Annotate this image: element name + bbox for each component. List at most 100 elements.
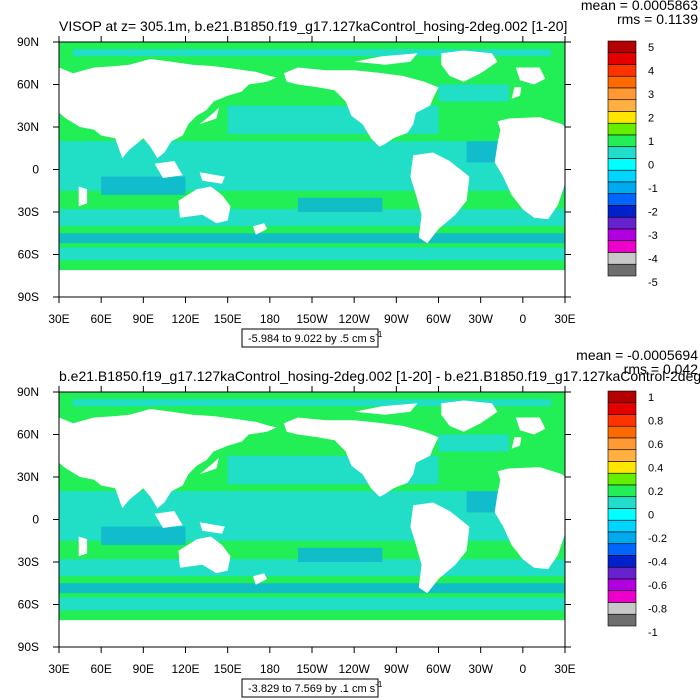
colorbar-swatch [607, 111, 637, 124]
x-tick-label: 60E [90, 312, 111, 326]
colorbar-swatch [607, 87, 637, 101]
anomaly-band [438, 434, 509, 452]
range-label-box [241, 328, 379, 348]
colorbar-label: 0.8 [648, 415, 663, 427]
colorbar-swatch [607, 52, 637, 65]
colorbar-label: 3 [648, 89, 654, 101]
range-label: -5.984 to 9.022 by .5 cm s-1 [248, 330, 383, 345]
x-tick-label: 180 [260, 662, 280, 676]
anomaly-band [59, 583, 565, 594]
land-mass [78, 536, 88, 557]
colorbar-swatch [607, 414, 637, 427]
chart-title: b.e21.B1850.f19_g17.127kaControl_hosing-… [59, 368, 700, 384]
mean-stat: mean = 0.0005863 [581, 0, 698, 13]
colorbar-swatch [607, 216, 637, 230]
map-panel-1: 30E 60E 90E 120E 150E 180 150W 120W 90W 60W 30W 0 30… [17, 0, 698, 348]
colorbar-swatch [607, 425, 637, 439]
x-tick-label: 30E [48, 662, 69, 676]
colorbar-swatch [607, 472, 637, 486]
x-tick-label: 0 [519, 312, 526, 326]
colorbar-swatch [607, 613, 637, 627]
colorbar-swatch [607, 263, 637, 277]
colorbar-swatch [607, 181, 637, 195]
colorbar-label: -5 [648, 277, 658, 289]
anomaly-band [73, 49, 551, 57]
colorbar-swatch [607, 228, 637, 242]
colorbar-swatch [607, 602, 637, 615]
colorbar-label: 0.6 [648, 439, 663, 451]
x-tick-label: 180 [260, 312, 280, 326]
colorbar-swatch [607, 205, 637, 218]
map-field [59, 392, 565, 647]
unit-exponent: -1 [375, 330, 383, 339]
colorbar-swatch [607, 519, 637, 533]
land-mass [199, 172, 225, 184]
land-mass [511, 87, 522, 99]
land-mass [154, 511, 183, 528]
x-tick-label: 0 [519, 662, 526, 676]
x-tick-label: 120W [338, 312, 370, 326]
colorbar-label: 0.4 [648, 462, 663, 474]
y-tick-label: 90N [17, 385, 39, 399]
colorbar: 1 0.8 0.6 0.4 0.2 0 -0.2 -0.4 -0.6 -0.8 -1 [607, 390, 667, 639]
land-mass [199, 457, 220, 475]
land-mass [59, 409, 277, 509]
anomaly-band [59, 233, 565, 244]
x-tick-label: 30E [554, 312, 575, 326]
colorbar-label: 0.2 [648, 486, 663, 498]
colorbar-swatch [607, 555, 637, 568]
colorbar-swatch [607, 531, 637, 545]
x-tick-label: 60E [90, 662, 111, 676]
land-mass [494, 117, 565, 220]
x-tick-label: 150W [296, 662, 328, 676]
colorbar-swatch [607, 390, 637, 404]
range-label-box [241, 678, 379, 698]
land-mass [283, 67, 439, 147]
colorbar-swatch [607, 252, 637, 265]
colorbar-swatch [607, 75, 637, 89]
x-tick-label: 150W [296, 312, 328, 326]
colorbar-swatch [607, 508, 637, 521]
colorbar-swatch [607, 437, 637, 451]
land-mass [59, 59, 277, 159]
land-mass [354, 403, 418, 415]
colorbar-label: -1 [648, 183, 658, 195]
x-tick-label: 90W [384, 312, 409, 326]
y-tick-label: 60S [18, 598, 39, 612]
colorbar-swatch [607, 484, 637, 498]
land-mass [59, 620, 565, 647]
land-mass [410, 502, 470, 594]
land-mass [154, 161, 183, 178]
mean-stat: mean = -0.0005694 [576, 347, 698, 363]
colorbar-swatch [607, 158, 637, 171]
colorbar-label: 5 [648, 42, 654, 54]
colorbar-swatch [607, 193, 637, 206]
land-mass [178, 186, 231, 224]
y-tick-label: 60S [18, 248, 39, 262]
land-mass [283, 417, 439, 497]
land-mass [515, 67, 546, 85]
anomaly-band [297, 197, 383, 212]
colorbar-swatch [607, 169, 637, 183]
colorbar-swatch [607, 461, 637, 474]
land-mass [511, 437, 522, 449]
anomaly-band [297, 547, 383, 562]
x-tick-label: 60W [426, 662, 451, 676]
colorbar-label: -3 [648, 230, 658, 242]
colorbar-swatch [607, 578, 637, 592]
colorbar-swatch [607, 122, 637, 136]
land-mass [441, 50, 498, 82]
colorbar-label: -4 [648, 253, 658, 265]
colorbar-swatch [607, 146, 637, 159]
y-tick-label: 30S [18, 555, 39, 569]
y-tick-label: 30N [17, 470, 39, 484]
land-mass [178, 536, 231, 574]
x-tick-label: 30W [468, 662, 493, 676]
land-mass [199, 107, 220, 125]
x-tick-label: 30W [468, 312, 493, 326]
y-tick-label: 0 [32, 513, 39, 527]
unit-exponent: -1 [375, 680, 383, 689]
x-tick-label: 150E [214, 312, 242, 326]
colorbar-swatch [607, 496, 637, 509]
